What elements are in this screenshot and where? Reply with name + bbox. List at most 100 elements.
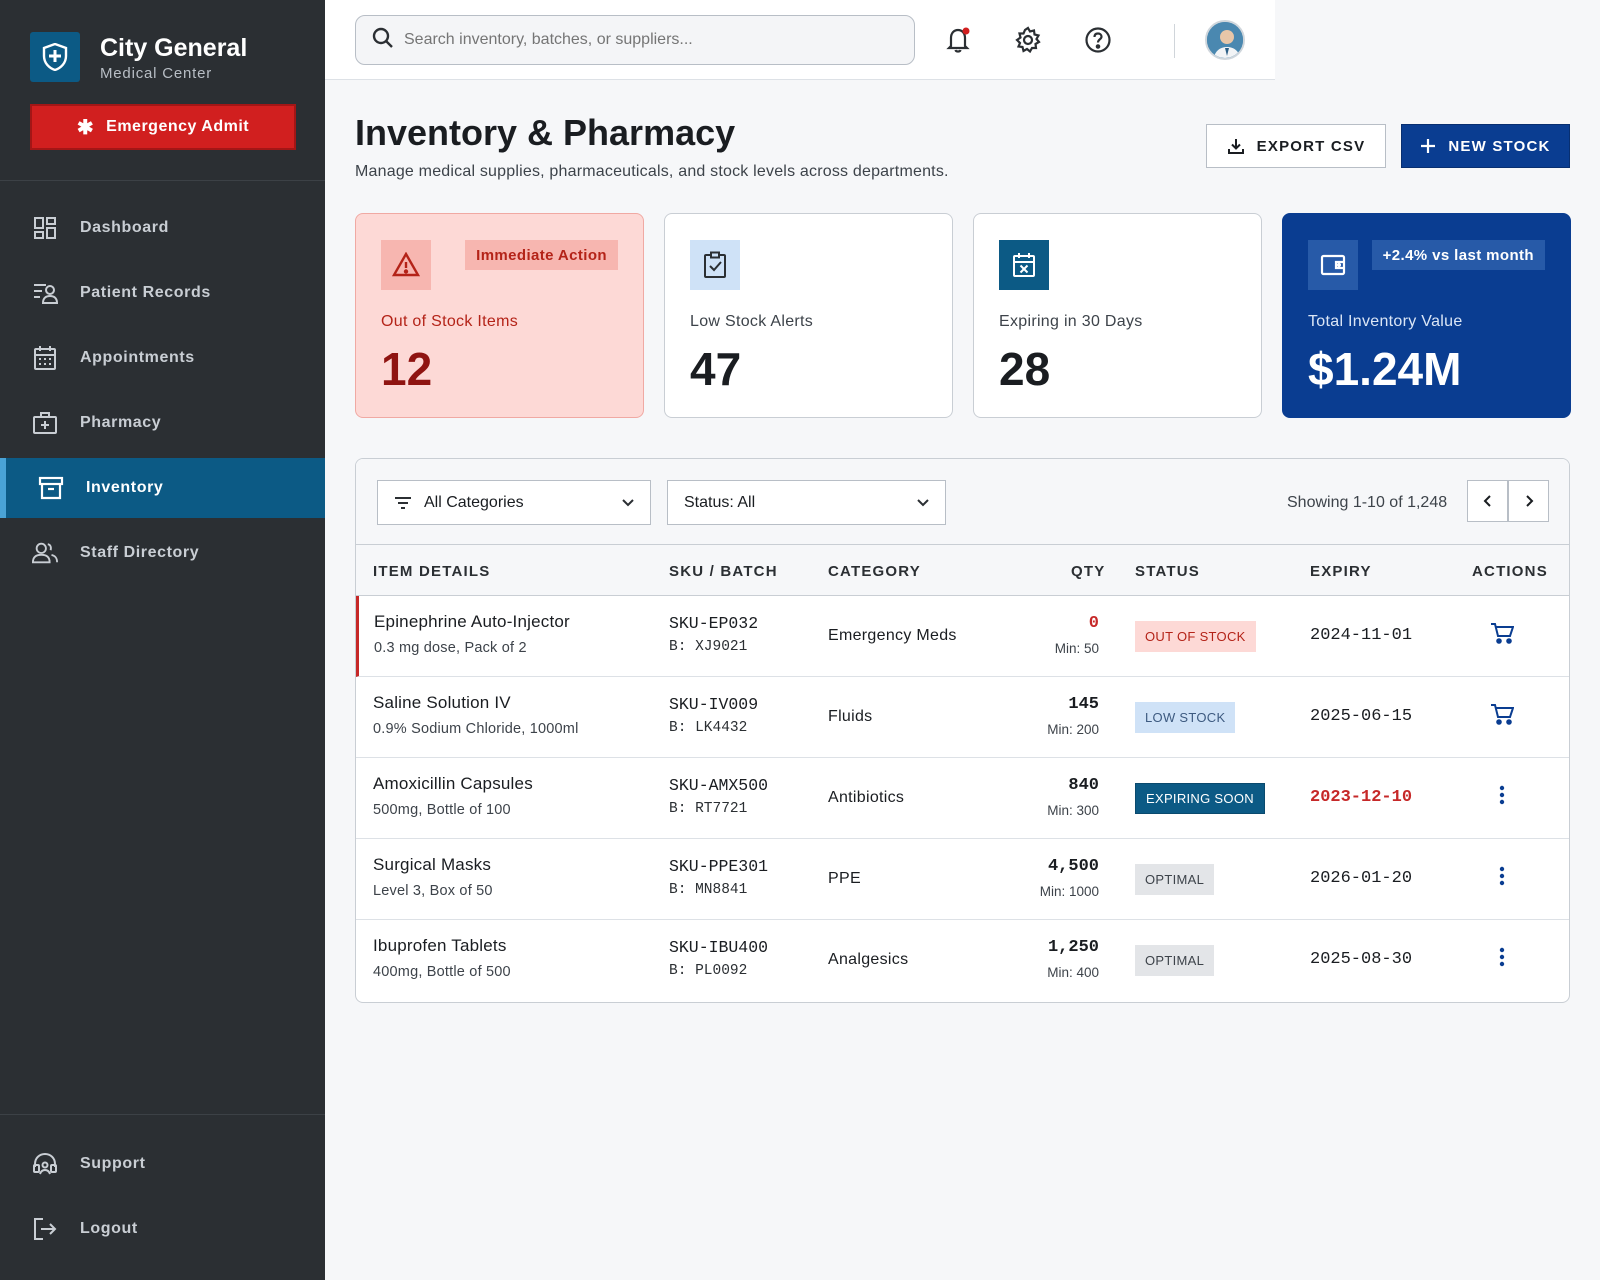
item-name: Saline Solution IV	[373, 693, 511, 712]
help-button[interactable]	[1080, 22, 1116, 58]
item-sku: SKU-IV009	[669, 695, 759, 714]
sidebar-item-label: Logout	[80, 1220, 138, 1237]
sidebar-item-dashboard[interactable]: Dashboard	[0, 198, 325, 258]
item-batch: B: XJ9021	[669, 639, 748, 655]
more-actions-button[interactable]	[1487, 861, 1517, 891]
kpi-card-out-of-stock[interactable]: Immediate Action Out of Stock Items 12	[355, 213, 644, 418]
item-qty: 1,250	[1047, 938, 1099, 957]
chevron-down-icon	[915, 494, 931, 515]
page-subtitle: Manage medical supplies, pharmaceuticals…	[355, 163, 949, 180]
status-badge: OPTIMAL	[1135, 864, 1215, 895]
item-batch: B: PL0092	[669, 963, 748, 979]
column-header-qty[interactable]: QTY	[1071, 563, 1106, 580]
column-header-sku-batch[interactable]: SKU / BATCH	[669, 563, 778, 580]
calendar-icon	[32, 345, 58, 371]
item-category: Fluids	[828, 708, 873, 725]
kpi-card-expiring[interactable]: Expiring in 30 Days 28	[973, 213, 1262, 418]
cart-icon	[1491, 623, 1514, 644]
sidebar: City General Medical Center ✱ Emergency …	[0, 0, 325, 1280]
growth-badge: +2.4% vs last month	[1371, 240, 1545, 270]
table-header: ITEM DETAILS SKU / BATCH CATEGORY QTY ST…	[356, 545, 1569, 596]
item-category: Emergency Meds	[828, 627, 957, 644]
reorder-button[interactable]	[1487, 699, 1517, 729]
reorder-button[interactable]	[1487, 618, 1517, 648]
table-row[interactable]: Surgical Masks Level 3, Box of 50 SKU-PP…	[356, 839, 1569, 920]
status-filter-value: Status: All	[684, 493, 756, 511]
column-header-category[interactable]: CATEGORY	[828, 563, 921, 580]
emergency-admit-button[interactable]: ✱ Emergency Admit	[30, 104, 296, 150]
item-qty: 145	[1068, 695, 1099, 714]
sidebar-item-staff-directory[interactable]: Staff Directory	[0, 523, 325, 583]
kpi-card-total-value[interactable]: +2.4% vs last month Total Inventory Valu…	[1282, 213, 1571, 418]
column-header-expiry[interactable]: EXPIRY	[1310, 563, 1372, 580]
help-icon	[1085, 27, 1111, 53]
item-expiry: 2025-08-30	[1310, 950, 1413, 969]
people-icon	[32, 540, 58, 566]
item-name: Surgical Masks	[373, 855, 492, 874]
previous-page-button[interactable]	[1467, 480, 1508, 522]
sidebar-item-inventory[interactable]: Inventory	[0, 458, 325, 518]
kpi-value: 47	[690, 343, 742, 395]
item-expiry: 2024-11-01	[1310, 626, 1413, 645]
brand[interactable]: City General Medical Center	[0, 0, 325, 82]
search-input[interactable]	[404, 31, 884, 49]
item-sku: SKU-AMX500	[669, 776, 769, 795]
warning-triangle-icon	[381, 240, 431, 290]
table-row[interactable]: Epinephrine Auto-Injector 0.3 mg dose, P…	[356, 596, 1569, 677]
more-actions-button[interactable]	[1487, 942, 1517, 972]
item-expiry: 2023-12-10	[1310, 788, 1413, 807]
table-row[interactable]: Amoxicillin Capsules 500mg, Bottle of 10…	[356, 758, 1569, 839]
item-description: 0.9% Sodium Chloride, 1000ml	[373, 721, 579, 737]
item-category: Analgesics	[828, 951, 909, 968]
sidebar-item-appointments[interactable]: Appointments	[0, 328, 325, 388]
item-min-qty: Min: 300	[1047, 803, 1099, 818]
asterisk-icon: ✱	[76, 116, 95, 139]
status-filter-select[interactable]: Status: All	[667, 480, 946, 525]
item-expiry: 2025-06-15	[1310, 707, 1413, 726]
sidebar-item-patient-records[interactable]: Patient Records	[0, 263, 325, 323]
table-row[interactable]: Saline Solution IV 0.9% Sodium Chloride,…	[356, 677, 1569, 758]
more-actions-button[interactable]	[1487, 780, 1517, 810]
wallet-icon	[1308, 240, 1358, 290]
column-header-item-details[interactable]: ITEM DETAILS	[373, 563, 491, 580]
sidebar-item-label: Inventory	[86, 479, 164, 496]
settings-button[interactable]	[1010, 22, 1046, 58]
kpi-value: 12	[381, 343, 433, 395]
sidebar-nav: Dashboard Patient Records Appointments P…	[0, 198, 325, 588]
notifications-button[interactable]	[941, 22, 977, 58]
status-badge: OPTIMAL	[1135, 945, 1215, 976]
sidebar-item-label: Pharmacy	[80, 414, 162, 431]
clipboard-check-icon	[690, 240, 740, 290]
item-description: 0.3 mg dose, Pack of 2	[374, 640, 527, 656]
category-filter-select[interactable]: All Categories	[377, 480, 651, 525]
category-filter-value: All Categories	[424, 493, 524, 511]
search-icon	[372, 27, 394, 54]
user-avatar[interactable]	[1205, 20, 1245, 60]
calendar-x-icon	[999, 240, 1049, 290]
kpi-label: Expiring in 30 Days	[999, 313, 1143, 330]
item-min-qty: Min: 50	[1054, 641, 1099, 656]
sidebar-item-logout[interactable]: Logout	[0, 1199, 325, 1259]
status-badge: EXPIRING SOON	[1135, 783, 1265, 814]
sidebar-item-label: Appointments	[80, 349, 195, 366]
sidebar-item-support[interactable]: Support	[0, 1134, 325, 1194]
item-description: Level 3, Box of 50	[373, 883, 493, 899]
item-min-qty: Min: 1000	[1039, 884, 1099, 899]
page-title: Inventory & Pharmacy	[355, 112, 736, 153]
search-box[interactable]	[355, 15, 915, 65]
table-row[interactable]: Ibuprofen Tablets 400mg, Bottle of 500 S…	[356, 920, 1569, 1001]
new-stock-label: NEW STOCK	[1448, 137, 1551, 155]
kpi-card-low-stock[interactable]: Low Stock Alerts 47	[664, 213, 953, 418]
toolbar-separator	[1174, 24, 1175, 58]
column-header-status[interactable]: STATUS	[1135, 563, 1200, 580]
next-page-button[interactable]	[1508, 480, 1549, 522]
item-batch: B: MN8841	[669, 882, 748, 898]
item-batch: B: RT7721	[669, 801, 748, 817]
new-stock-button[interactable]: NEW STOCK	[1401, 124, 1570, 168]
brand-title: City General	[100, 33, 248, 62]
kpi-value: 28	[999, 343, 1051, 395]
item-name: Ibuprofen Tablets	[373, 936, 507, 955]
export-csv-button[interactable]: EXPORT CSV	[1206, 124, 1386, 168]
headset-icon	[32, 1151, 58, 1177]
sidebar-item-pharmacy[interactable]: Pharmacy	[0, 393, 325, 453]
